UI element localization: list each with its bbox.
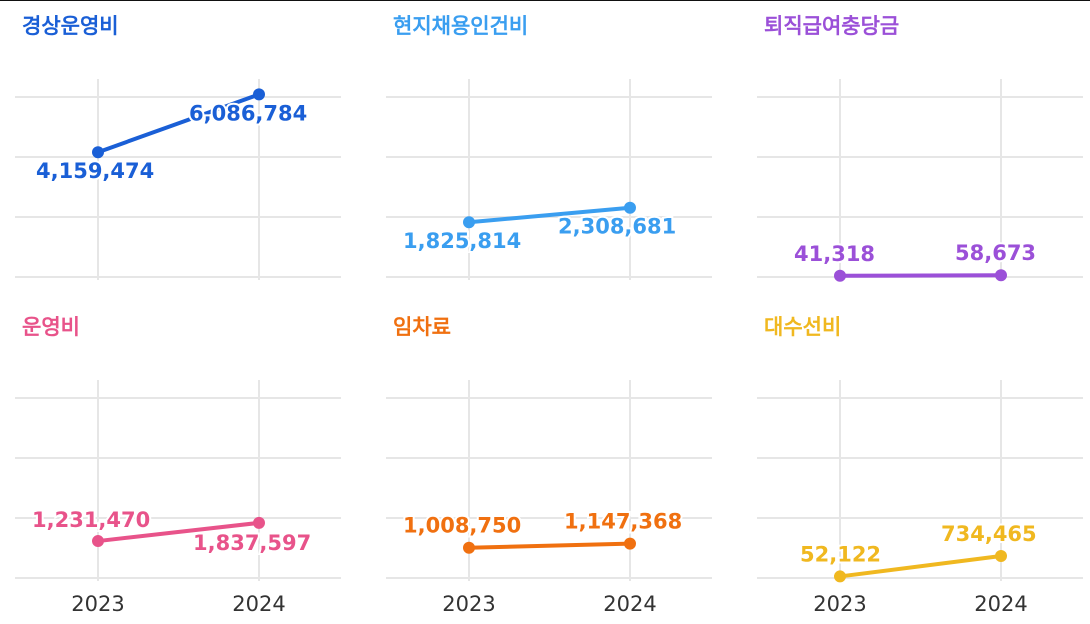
x-tick-label: 2023 xyxy=(813,592,866,616)
x-tick-label: 2023 xyxy=(71,592,124,616)
point xyxy=(995,269,1007,282)
panel-title: 현지채용인건비 xyxy=(393,14,528,38)
line xyxy=(468,541,631,550)
point xyxy=(253,88,265,101)
panel-title: 퇴직급여충당금 xyxy=(764,14,899,38)
x-tick-label: 2024 xyxy=(603,592,656,616)
point xyxy=(253,516,265,529)
value-label: 6,086,784 xyxy=(189,101,307,125)
point xyxy=(624,201,636,214)
panel-title: 운영비 xyxy=(22,315,80,339)
line xyxy=(839,273,1002,278)
value-label: 734,465 xyxy=(941,522,1037,546)
panel-title: 임차료 xyxy=(393,315,451,339)
point xyxy=(92,146,104,159)
value-label: 1,837,597 xyxy=(193,531,311,555)
panel-title: 대수선비 xyxy=(764,315,841,339)
point xyxy=(834,570,846,583)
x-tick-label: 2024 xyxy=(974,592,1027,616)
point xyxy=(834,269,846,282)
line xyxy=(839,553,1002,579)
point xyxy=(92,535,104,548)
line xyxy=(468,205,631,225)
point xyxy=(995,549,1007,562)
x-tick-label: 2023 xyxy=(442,592,495,616)
value-label: 41,318 xyxy=(794,242,875,266)
value-label: 1,008,750 xyxy=(403,514,521,538)
value-label: 4,159,474 xyxy=(36,159,154,183)
value-label: 58,673 xyxy=(955,241,1036,265)
point xyxy=(463,216,475,229)
value-label: 52,122 xyxy=(800,542,881,566)
point xyxy=(463,541,475,554)
value-label: 2,308,681 xyxy=(558,215,676,239)
line xyxy=(97,520,260,544)
x-tick-label: 2024 xyxy=(232,592,285,616)
value-label: 1,231,470 xyxy=(32,508,150,532)
line xyxy=(97,92,260,155)
value-label: 1,825,814 xyxy=(403,229,521,253)
panel-title: 경상운영비 xyxy=(22,14,119,38)
point xyxy=(624,537,636,550)
value-label: 1,147,368 xyxy=(564,510,682,534)
